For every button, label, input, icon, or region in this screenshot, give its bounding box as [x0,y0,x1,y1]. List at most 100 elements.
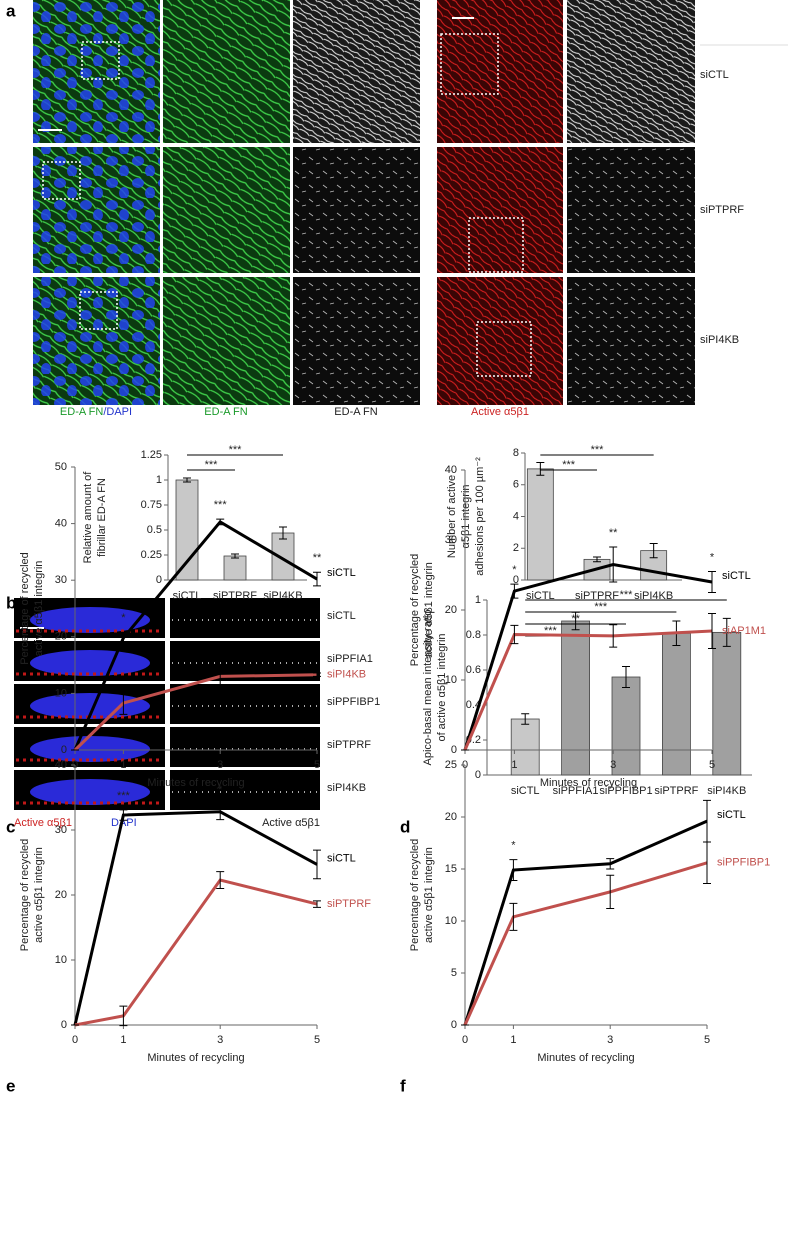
series-line [73,519,318,751]
y-axis-label: active α5β1 integrin [423,847,435,943]
error-bar [622,666,630,688]
label-part: /DAPI [103,406,132,418]
y-axis-label: fibrillar ED-A FN [96,478,108,557]
legend-label: siPPFIBP1 [717,857,770,869]
legend-label: siCTL [717,809,746,821]
bar [175,479,199,581]
significance-label: *** [594,601,608,613]
x-tick-label: 3 [217,1034,223,1046]
error-bar [216,871,225,889]
panel-label: a [6,1,16,20]
y-tick-label: 1 [156,474,162,486]
y-tick-label: 40 [445,464,457,476]
x-tick-label: 0 [462,1034,468,1046]
series-line [73,673,318,752]
significance-label: *** [205,459,219,471]
y-tick-label: 10 [445,915,457,927]
y-tick-label: 0.8 [466,629,481,641]
column-label: ED-A FN [204,406,247,418]
row-label: siPI4KB [700,334,739,346]
nucleus [30,736,150,762]
nuclei [33,147,160,273]
x-tick-label: siPI4KB [634,590,673,602]
inset-box [476,321,532,377]
series-line [463,861,708,1026]
label-part: ED-A FN [60,406,103,418]
error-bar [509,902,518,931]
y-tick-label: 10 [55,954,67,966]
bar [561,620,590,776]
error-bar [708,613,716,649]
column-label: Active α5β1 [471,406,529,418]
error-bar [216,803,225,821]
x-tick-label: siCTL [173,590,202,602]
y-axis-label: adhesions per 100 µm⁻² [474,457,486,576]
error-bar [708,571,716,593]
error-bar [609,624,618,648]
x-tick-label: 3 [607,1034,613,1046]
inset-box [468,217,524,273]
row-label: siPPFIBP1 [327,696,380,708]
y-tick-label: 40 [55,518,67,530]
x-tick-label: 1 [120,759,126,771]
series-line [73,810,318,1026]
row-label: siPTPRF [327,739,371,751]
x-tick-label: siPTPRF [213,590,257,602]
y-tick-label: 20 [55,631,67,643]
panel-b-images [14,598,320,810]
nuclei [33,277,160,405]
x-tick-label: 1 [511,759,517,771]
y-axis-label: active α5β1 integrin [33,561,45,657]
micrograph [437,0,563,143]
error-bar [119,809,128,821]
x-tick-label: 5 [704,1034,710,1046]
legend-label: siPI4KB [327,669,366,681]
significance-label: ** [571,613,580,625]
panel-label: b [6,593,16,612]
significance-label: * [218,784,223,796]
x-tick-label: siCTL [526,590,555,602]
series-line [463,562,713,751]
x-axis-label: Minutes of recycling [147,777,244,789]
x-tick-label: 1 [120,1034,126,1046]
x-tick-label: siPI4KB [263,590,302,602]
error-bar [119,691,128,715]
bar [662,632,691,776]
x-tick-label: siPI4KB [707,785,746,797]
micrograph [437,147,563,273]
legend-label: siCTL [722,570,751,582]
y-tick-label: 1 [475,594,481,606]
y-tick-label: 0.75 [141,499,162,511]
y-axis-label: Percentage of recycled [409,554,421,667]
error-bar [606,874,615,910]
bar [526,468,554,581]
y-tick-label: 0 [451,1019,457,1031]
y-axis-label: Percentage of recycled [19,839,31,952]
error-bar [119,1005,128,1027]
y-tick-label: 20 [55,889,67,901]
y-tick-label: 30 [55,574,67,586]
error-bar [231,553,239,559]
column-label: Active α5β1 [262,817,320,829]
panel-label: f [400,1076,406,1095]
y-axis-label: Apico-basal mean intensity ratio [422,610,434,766]
y-tick-label: 40 [55,759,67,771]
error-bar [279,526,287,540]
significance-label: *** [591,444,605,456]
y-axis-label: active α5β1 integrin [423,562,435,658]
legend-label: siAP1M1 [722,625,766,637]
nucleus [30,650,150,676]
y-tick-label: 1.25 [141,449,162,461]
y-tick-label: 0 [475,769,481,781]
x-tick-label: 5 [314,759,320,771]
y-tick-label: 0.5 [147,524,162,536]
x-tick-label: 3 [610,759,616,771]
error-bar [313,849,321,880]
y-tick-label: 20 [445,811,457,823]
column-label: ED-A FN [334,406,377,418]
micrograph [163,0,290,143]
y-tick-label: 25 [445,759,457,771]
label-part: Active α5β1 [14,817,72,829]
inset-box [42,161,81,200]
